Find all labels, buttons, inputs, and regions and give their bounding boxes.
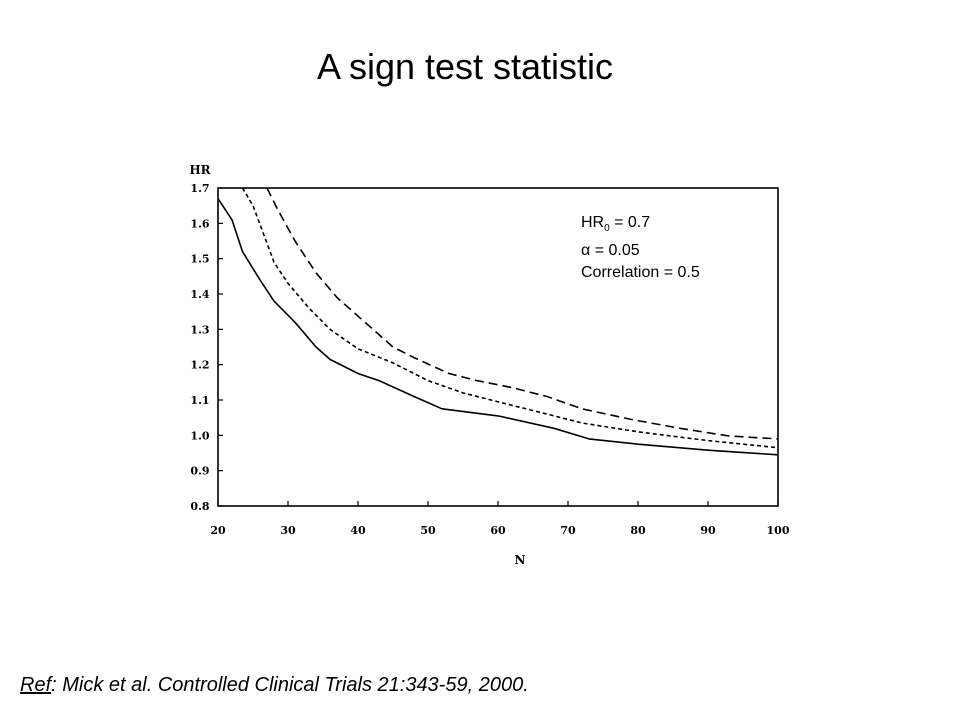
x-tick-label: 60 <box>490 524 506 537</box>
slide-title: A sign test statistic <box>316 46 614 87</box>
annotation-hr-line: HR0 = 0.7 <box>581 212 700 240</box>
x-tick-label: 80 <box>630 524 646 537</box>
x-tick-label: 100 <box>767 524 790 537</box>
series-line-long-dash <box>266 187 779 440</box>
annotation-alpha-line: α = 0.05 <box>581 240 700 262</box>
y-tick-label: 1.6 <box>190 217 209 230</box>
x-tick-label: 50 <box>420 524 436 537</box>
chart-annotation: HR0 = 0.7 α = 0.05 Correlation = 0.5 <box>581 212 700 284</box>
x-tick-label: 30 <box>280 524 296 537</box>
y-tick-label: 1.2 <box>190 359 209 372</box>
x-axis-title: N <box>515 553 526 567</box>
x-tick-label: 20 <box>210 524 226 537</box>
y-tick-label: 1.5 <box>190 253 209 266</box>
annotation-alpha-symbol: α <box>581 242 591 260</box>
y-tick-label: 0.8 <box>190 500 209 513</box>
y-tick-label: 1.4 <box>190 288 209 301</box>
annotation-hr-prefix: HR <box>581 214 605 231</box>
y-axis-title: HR <box>189 163 211 177</box>
annotation-correlation: Correlation = 0.5 <box>581 264 700 282</box>
series-line-short-dash <box>241 187 779 449</box>
x-tick-label: 70 <box>560 524 576 537</box>
series-line-solid <box>217 198 779 456</box>
chart-svg: 20 30 40 50 60 70 80 90 100 0.8 0.9 1.0 1.1 1.2 1.3 1.4… <box>189 163 790 567</box>
annotation-hr-subscript: 0 <box>604 223 610 235</box>
reference-citation: Ref: Mick et al. Controlled Clinical Tri… <box>20 674 529 697</box>
reference-label: Ref <box>20 674 52 696</box>
y-tick-label: 1.1 <box>190 394 209 407</box>
x-tick-label: 90 <box>700 524 716 537</box>
y-tick-label: 1.0 <box>190 429 209 442</box>
x-tick-label: 40 <box>350 524 366 537</box>
y-tick-label: 1.3 <box>190 323 209 336</box>
y-tick-label: 1.7 <box>190 182 209 195</box>
annotation-alpha-value: = 0.05 <box>590 242 640 260</box>
reference-text: : Mick et al. Controlled Clinical Trials… <box>51 674 529 696</box>
y-tick-label: 0.9 <box>190 465 209 478</box>
annotation-hr-value: = 0.7 <box>609 214 651 231</box>
chart: 20 30 40 50 60 70 80 90 100 0.8 0.9 1.0 1.1 1.2 1.3 1.4… <box>150 140 790 580</box>
